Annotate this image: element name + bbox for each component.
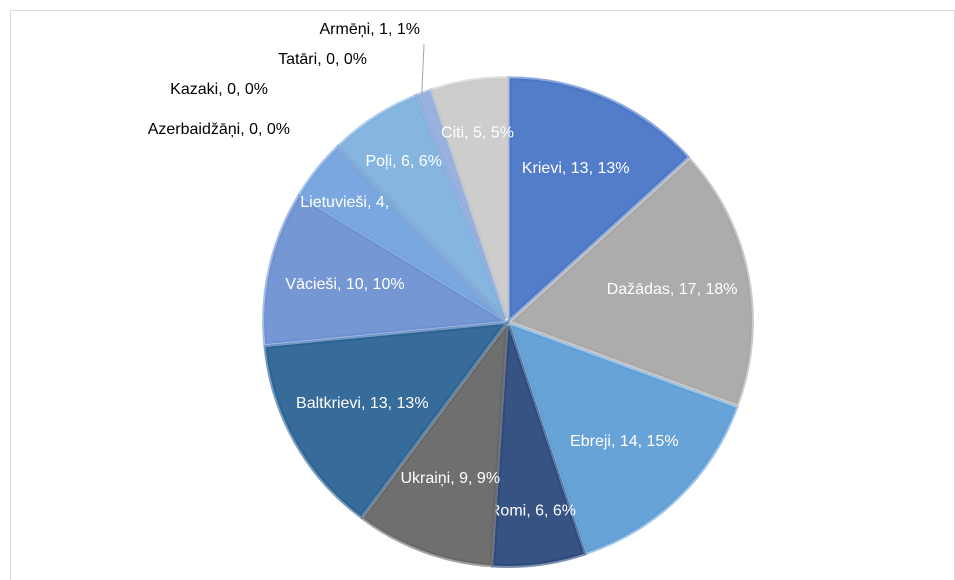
- label-category: Azerbaidžāņi: [148, 121, 241, 138]
- label-value: , 1, 1%: [370, 21, 420, 38]
- data-label: Citi, 5, 5%: [441, 124, 514, 141]
- label-category: Romi: [489, 503, 526, 520]
- label-category: Ebreji: [570, 433, 611, 450]
- data-label: Dažādas, 17, 18%: [607, 281, 738, 298]
- pie-slice: [429, 76, 510, 319]
- data-label: Poļi, 6, 6%: [365, 153, 442, 170]
- data-label: Armēņi, 1, 1%: [320, 21, 421, 38]
- label-value: , 17, 18%: [670, 281, 738, 298]
- data-label: Tatāri, 0, 0%: [278, 51, 367, 68]
- pie-slice: [360, 319, 510, 568]
- label-category: Armēņi: [320, 21, 371, 38]
- label-value: , 13, 13%: [562, 160, 630, 177]
- data-label: Krievi, 13, 13%: [522, 160, 630, 177]
- pie-slice: [262, 193, 511, 347]
- label-value: , 0, 0%: [240, 121, 290, 138]
- data-label: Kazaki, 0, 0%: [170, 81, 268, 98]
- label-value: , 9, 9%: [450, 470, 500, 487]
- pie-slice: [508, 157, 754, 407]
- label-value: , 0, 0%: [317, 51, 367, 68]
- label-category: Dažādas: [607, 281, 670, 298]
- data-label: Romi, 6, 6%: [489, 503, 576, 520]
- label-category: Ukraiņi: [400, 470, 450, 487]
- data-label: Vācieši, 10, 10%: [285, 276, 404, 293]
- label-value: , 0, 0%: [218, 81, 268, 98]
- pie-slice: [263, 321, 509, 520]
- label-category: Kazaki: [170, 81, 218, 98]
- label-category: Poļi: [365, 153, 392, 170]
- data-label: Azerbaidžāņi, 0, 0%: [148, 121, 290, 138]
- label-category: Tatāri: [278, 51, 317, 68]
- label-value: , 6, 6%: [392, 153, 442, 170]
- data-label: Ukraiņi, 9, 9%: [400, 470, 500, 487]
- pie-slice: [507, 321, 739, 556]
- label-value: , 13, 13%: [361, 395, 429, 412]
- leader-line: [421, 43, 425, 96]
- label-value: , 6, 6%: [526, 503, 576, 520]
- label-category: Citi: [441, 124, 464, 141]
- label-value: , 14, 15%: [611, 433, 679, 450]
- label-category: Vācieši: [285, 276, 337, 293]
- label-value: , 10, 10%: [337, 276, 405, 293]
- pie-slice: [507, 76, 691, 323]
- label-category: Krievi: [522, 160, 562, 177]
- label-category: Baltkrievi: [296, 395, 361, 412]
- label-value: , 5, 5%: [464, 124, 514, 141]
- data-label: Baltkrievi, 13, 13%: [296, 395, 429, 412]
- label-category: Lietuvieši: [300, 194, 367, 211]
- data-label: Ebreji, 14, 15%: [570, 433, 679, 450]
